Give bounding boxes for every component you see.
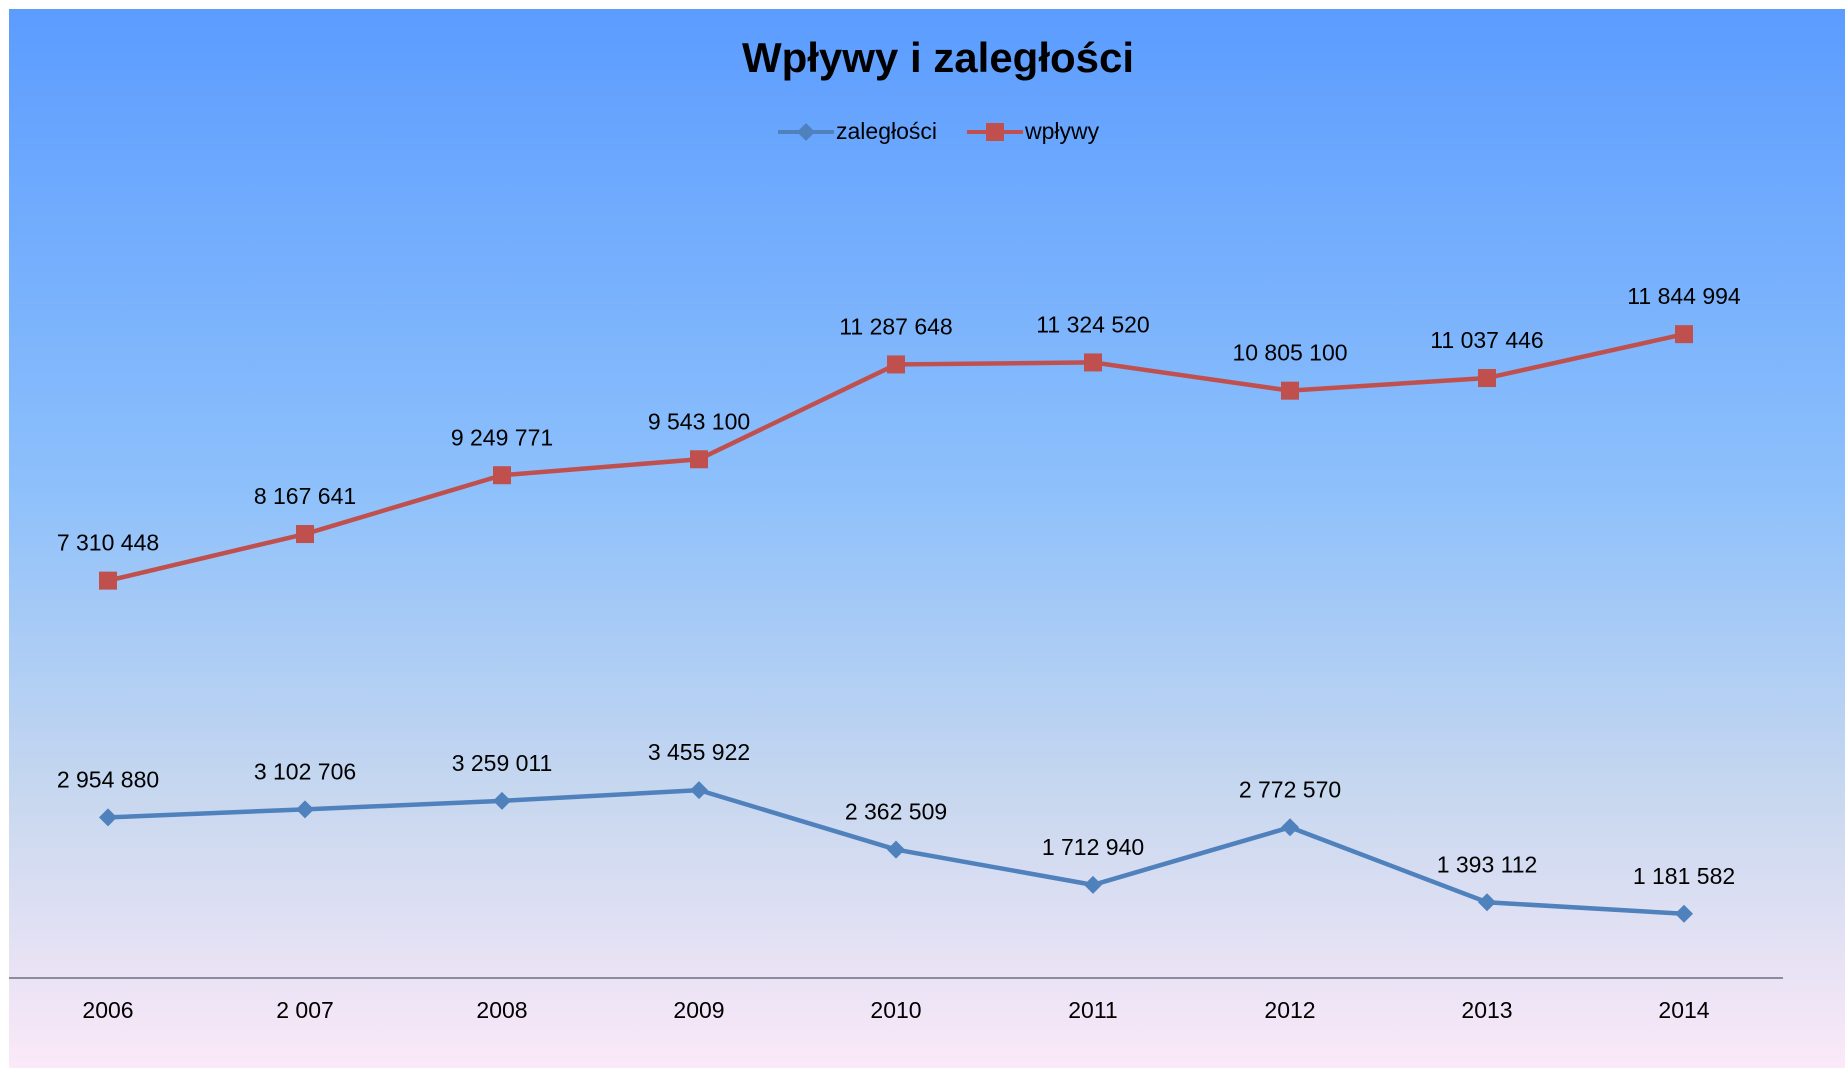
- data-label: 10 805 100: [1232, 340, 1347, 366]
- data-label: 2 362 509: [845, 799, 947, 825]
- x-tick-label: 2 007: [276, 997, 334, 1023]
- marker: [1478, 369, 1496, 388]
- legend-label: wpływy: [1024, 118, 1100, 144]
- marker: [99, 571, 117, 590]
- x-tick-label: 2014: [1658, 997, 1709, 1023]
- data-label: 2 772 570: [1239, 776, 1341, 802]
- x-tick-label: 2006: [82, 997, 133, 1023]
- marker: [1084, 353, 1102, 372]
- legend-label: zaległości: [836, 118, 937, 144]
- marker: [887, 840, 905, 859]
- marker: [493, 466, 511, 485]
- data-label: 1 181 582: [1633, 863, 1735, 889]
- marker: [690, 781, 708, 800]
- chart-title: Wpływy i zaległości: [742, 34, 1134, 81]
- data-label: 11 844 994: [1627, 283, 1741, 309]
- data-label: 11 287 648: [839, 314, 952, 340]
- x-tick-label: 2013: [1461, 997, 1512, 1023]
- marker: [797, 123, 815, 141]
- marker: [493, 791, 511, 810]
- data-label: 1 393 112: [1437, 851, 1538, 877]
- x-tick-label: 2011: [1068, 997, 1117, 1023]
- data-label: 9 249 771: [451, 424, 553, 450]
- x-tick-label: 2009: [673, 997, 724, 1023]
- marker: [1478, 893, 1496, 912]
- chart-background: [9, 9, 1845, 1068]
- data-label: 3 259 011: [452, 750, 553, 776]
- data-label: 3 455 922: [648, 739, 750, 765]
- data-label: 11 324 520: [1036, 312, 1149, 338]
- marker: [690, 450, 708, 469]
- data-label: 3 102 706: [254, 758, 356, 784]
- data-label: 7 310 448: [57, 530, 159, 556]
- marker: [1281, 818, 1299, 837]
- data-label: 8 167 641: [254, 483, 356, 509]
- marker: [296, 525, 314, 544]
- data-label: 9 543 100: [648, 408, 750, 434]
- marker: [1675, 325, 1693, 344]
- marker: [1281, 381, 1299, 400]
- marker: [887, 355, 905, 374]
- marker: [1084, 875, 1102, 894]
- marker: [1675, 904, 1693, 923]
- data-label: 2 954 880: [57, 766, 159, 792]
- x-tick-label: 2008: [476, 997, 527, 1023]
- data-label: 1 712 940: [1042, 834, 1144, 860]
- marker: [99, 808, 117, 827]
- marker: [986, 123, 1004, 141]
- data-label: 11 037 446: [1430, 327, 1543, 353]
- x-tick-label: 2010: [870, 997, 921, 1023]
- marker: [296, 800, 314, 819]
- x-tick-label: 2012: [1264, 997, 1315, 1023]
